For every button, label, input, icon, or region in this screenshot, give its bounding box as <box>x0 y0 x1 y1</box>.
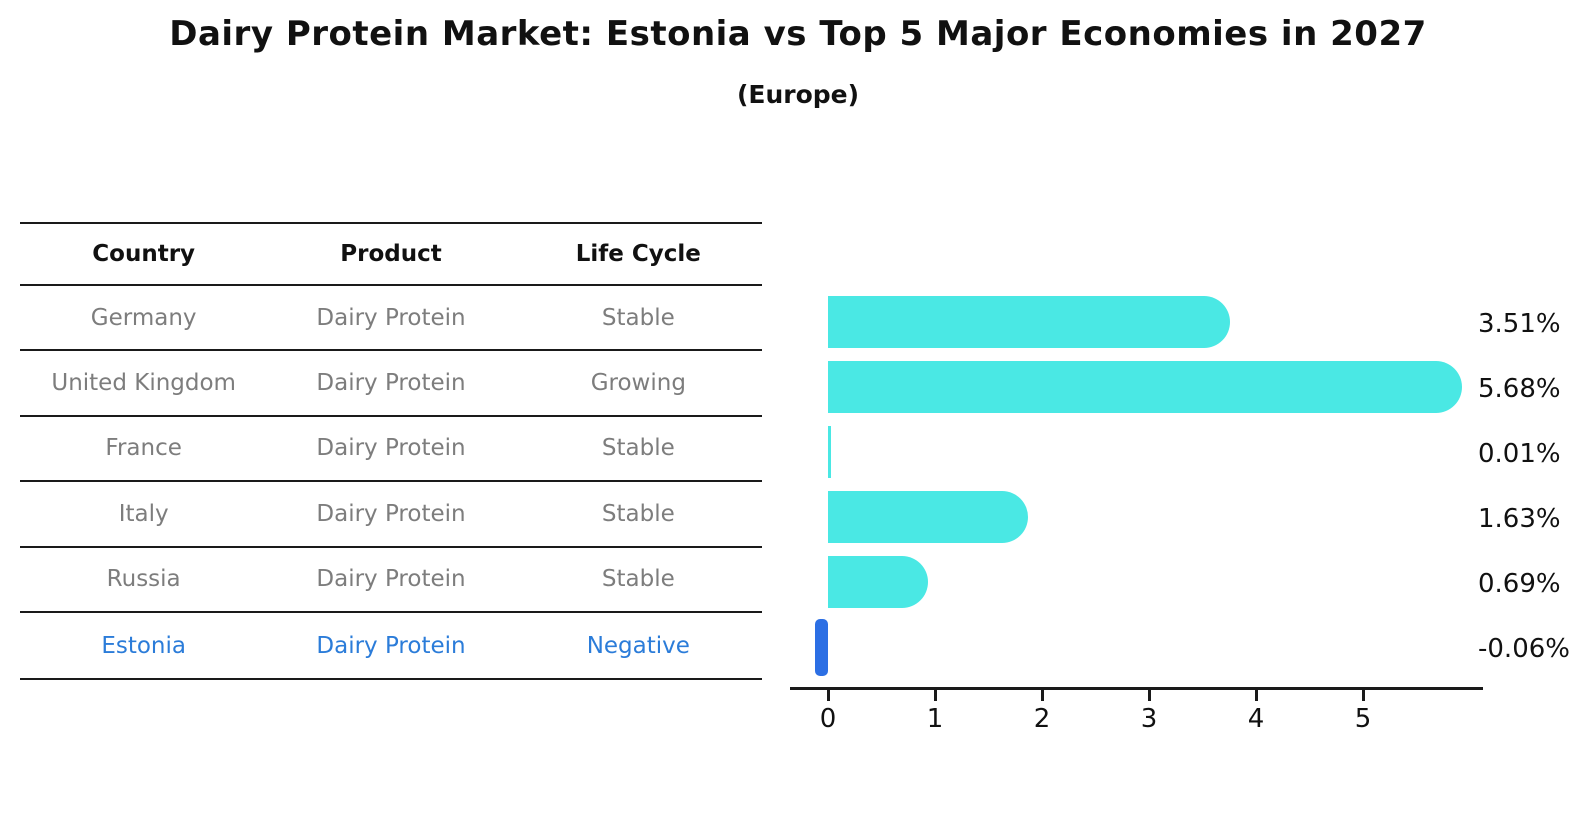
cell-product: Dairy Protein <box>316 370 466 397</box>
cell-lifecycle: Negative <box>586 632 690 659</box>
cell-country: France <box>105 435 182 462</box>
column-header-product: Product <box>340 241 442 267</box>
cell-product: Dairy Protein <box>316 304 466 331</box>
bar-germany <box>828 296 1230 348</box>
table-row-estonia: Estonia Dairy Protein Negative <box>20 613 762 678</box>
x-axis-tick-label: 0 <box>819 704 837 734</box>
cell-country: Estonia <box>101 632 186 659</box>
cell-product: Dairy Protein <box>316 632 466 659</box>
bar-estonia <box>814 619 828 676</box>
cell-country: Germany <box>90 304 197 331</box>
x-axis-line <box>790 687 1483 690</box>
x-axis-tick-label: 4 <box>1247 704 1265 734</box>
cell-product: Dairy Protein <box>316 566 466 593</box>
x-axis-tick <box>933 690 937 701</box>
cell-country: Italy <box>118 500 169 527</box>
country-table: Country Product Life Cycle Germany Dairy… <box>20 222 762 681</box>
table-row-italy: Italy Dairy Protein Stable <box>20 482 762 548</box>
x-axis-tick <box>1147 690 1151 701</box>
table-row-france: France Dairy Protein Stable <box>20 417 762 483</box>
chart-title: Dairy Protein Market: Estonia vs Top 5 M… <box>169 14 1427 54</box>
cell-product: Dairy Protein <box>316 500 466 527</box>
bar-italy <box>828 491 1029 543</box>
x-axis-tick <box>1254 690 1258 701</box>
table-row-united-kingdom: United Kingdom Dairy Protein Growing <box>20 351 762 417</box>
table-row-germany: Germany Dairy Protein Stable <box>20 286 762 352</box>
cell-lifecycle: Stable <box>601 435 675 462</box>
cell-country: United Kingdom <box>51 370 236 397</box>
value-label-italy: 1.63% <box>1478 504 1561 534</box>
value-label-germany: 3.51% <box>1478 309 1561 339</box>
cell-lifecycle: Growing <box>590 370 686 397</box>
bar-france <box>828 426 831 478</box>
value-label-france: 0.01% <box>1478 439 1561 469</box>
cell-product: Dairy Protein <box>316 435 466 462</box>
cell-lifecycle: Stable <box>601 500 675 527</box>
x-axis-tick-label: 2 <box>1033 704 1051 734</box>
x-axis-tick-label: 3 <box>1140 704 1158 734</box>
column-header-country: Country <box>92 241 196 267</box>
value-label-russia: 0.69% <box>1478 569 1561 599</box>
cell-lifecycle: Stable <box>601 566 675 593</box>
bar-united-kingdom <box>828 361 1462 413</box>
column-header-lifecycle: Life Cycle <box>575 241 701 267</box>
x-axis-tick-label: 1 <box>926 704 944 734</box>
bar-russia <box>828 556 928 608</box>
x-axis-tick-label: 5 <box>1354 704 1372 734</box>
table-row-russia: Russia Dairy Protein Stable <box>20 548 762 613</box>
x-axis-tick <box>1040 690 1044 701</box>
x-axis-tick <box>1361 690 1365 701</box>
x-axis-tick <box>826 690 830 701</box>
cell-lifecycle: Stable <box>601 304 675 331</box>
table-header-row: Country Product Life Cycle <box>20 224 762 286</box>
value-label-united-kingdom: 5.68% <box>1478 374 1561 404</box>
chart-subtitle: (Europe) <box>736 80 860 109</box>
cell-country: Russia <box>106 566 181 593</box>
value-label-estonia: -0.06% <box>1478 634 1570 664</box>
